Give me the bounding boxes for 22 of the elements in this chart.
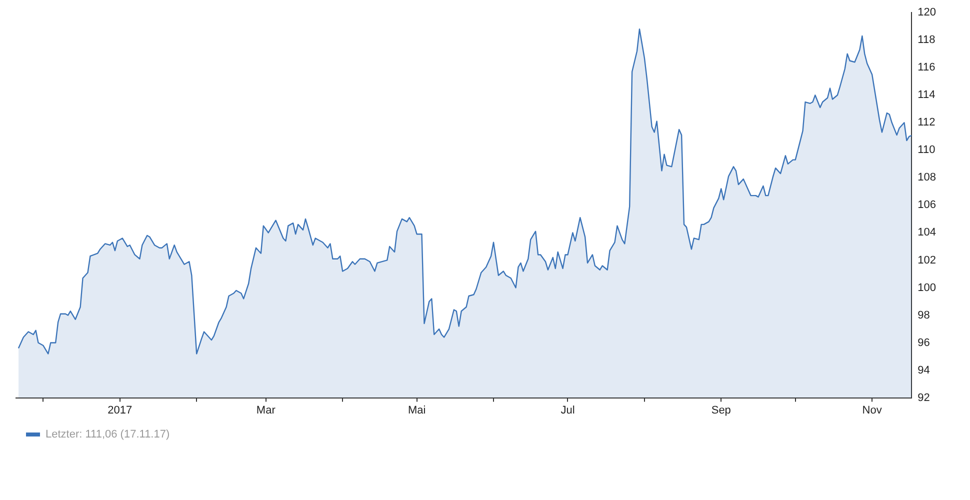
y-tick-label: 120 (918, 6, 936, 19)
y-tick-label: 104 (918, 226, 936, 239)
x-tick-label: 2017 (108, 404, 132, 416)
x-tick-label: Nov (862, 404, 882, 416)
x-tick-label: Mar (256, 404, 276, 416)
y-tick-label: 102 (918, 254, 936, 266)
y-tick-label: 110 (918, 144, 936, 156)
y-tick-label: 116 (918, 62, 936, 74)
y-tick-label: 92 (918, 392, 930, 404)
y-tick-label: 94 (918, 364, 930, 376)
y-tick-label: 106 (918, 199, 936, 212)
x-tick-label: Sep (711, 404, 731, 416)
legend-label: Letzter: 111,06 (17.11.17) (46, 428, 170, 441)
y-tick-label: 114 (918, 89, 936, 102)
y-tick-label: 96 (918, 336, 930, 349)
x-tick-label: Mai (408, 404, 426, 416)
y-tick-label: 108 (918, 172, 936, 184)
x-tick-label: Jul (560, 404, 575, 416)
y-tick-label: 118 (918, 34, 936, 46)
y-tick-label: 112 (918, 116, 936, 129)
y-tick-label: 100 (918, 282, 936, 294)
y-tick-label: 98 (918, 309, 930, 322)
